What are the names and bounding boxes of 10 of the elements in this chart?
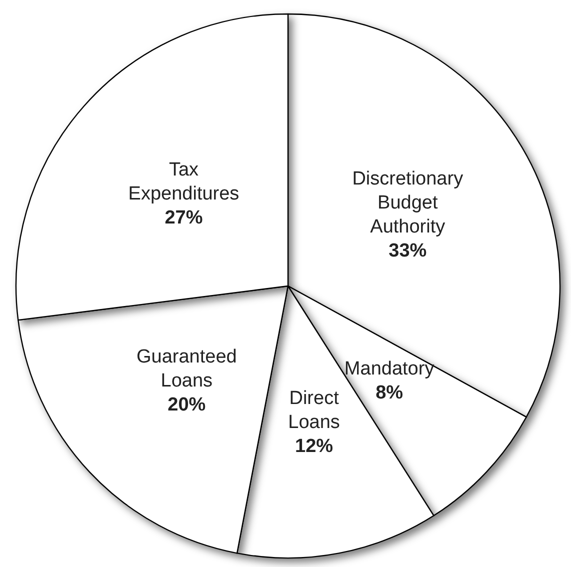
data-label: 12% — [295, 436, 334, 458]
data-label: 27% — [164, 208, 203, 229]
slice-label: Mandatory — [344, 358, 435, 380]
slice-label: Discretionary Budget Authority — [352, 168, 464, 238]
slice-label: Guaranteed Loans — [136, 346, 237, 392]
data-label: 20% — [168, 394, 206, 416]
slice-label: Tax Expenditures — [128, 160, 240, 205]
data-label: 33% — [388, 240, 427, 262]
slice-label: Direct Loans — [288, 388, 340, 434]
data-label: 8% — [376, 382, 404, 404]
